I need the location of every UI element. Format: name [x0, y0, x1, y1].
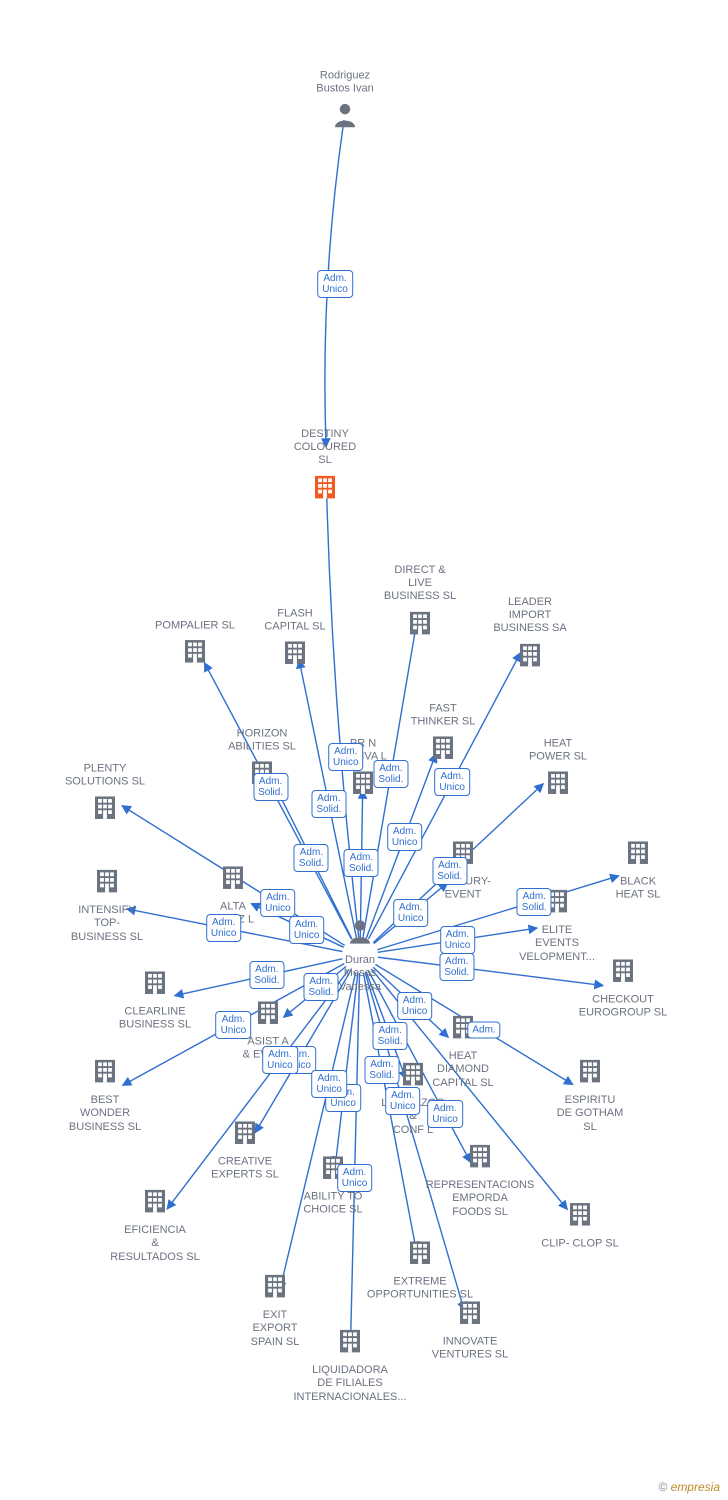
node-label: DESTINY COLOURED SL [265, 428, 385, 468]
node-flashcap[interactable]: FLASH CAPITAL SL [235, 608, 355, 673]
node-label: CLEARLINE BUSINESS SL [95, 1006, 215, 1032]
node-fastthink[interactable]: FAST THINKER SL [383, 703, 503, 768]
edge-label: Adm. Unico [216, 1011, 252, 1039]
edge-label: Adm. Unico [337, 1164, 373, 1192]
edge-label: Adm. Solid. [517, 888, 552, 916]
edge-label: Adm. Solid. [432, 857, 467, 885]
node-intensify[interactable]: INTENSIFY TOP- BUSINESS SL [47, 866, 167, 944]
edge-label: Adm. Solid. [253, 773, 288, 801]
building-icon [310, 472, 340, 506]
building-icon [253, 998, 283, 1032]
building-icon [335, 1326, 365, 1360]
node-label: BEST WONDER BUSINESS SL [45, 1094, 165, 1134]
edge-label: Adm. Solid. [304, 973, 339, 1001]
edge-label: Adm. Unico [289, 916, 325, 944]
building-icon [405, 608, 435, 642]
edge-label: Adm. Solid. [249, 961, 284, 989]
edge-label: Adm. Unico [317, 270, 353, 298]
edge-label: Adm. Solid. [439, 953, 474, 981]
node-label: HEAT POWER SL [498, 738, 618, 764]
building-icon [140, 968, 170, 1002]
node-clipclop[interactable]: CLIP- CLOP SL [520, 1199, 640, 1250]
brand-name: empresia [671, 1480, 720, 1494]
edge-label: Adm. Unico [440, 926, 476, 954]
edge-label: Adm. Unico [262, 1046, 298, 1074]
node-extreme[interactable]: EXTREME OPPORTUNITIES SL [360, 1238, 480, 1303]
edge-label: Adm. Unico [427, 1100, 463, 1128]
building-icon [608, 956, 638, 990]
node-label: CLIP- CLOP SL [520, 1238, 640, 1251]
node-checkout[interactable]: CHECKOUT EUROGROUP SL [563, 956, 683, 1021]
building-icon [230, 1118, 260, 1152]
person-icon [330, 100, 360, 134]
building-icon [180, 637, 210, 671]
node-label: EFICIENCIA & RESULTADOS SL [95, 1224, 215, 1264]
node-elite[interactable]: ELITE EVENTS VELOPMENT... [497, 886, 617, 964]
node-espiritu[interactable]: ESPIRITU DE GOTHAM SL [530, 1056, 650, 1134]
building-icon [405, 1238, 435, 1272]
node-liquidad[interactable]: LIQUIDADORA DE FILIALES INTERNACIONALES.… [290, 1326, 410, 1404]
node-leaderimp[interactable]: LEADER IMPORT BUSINESS SA [470, 596, 590, 674]
node-label: PLENTY SOLUTIONS SL [45, 763, 165, 789]
building-icon [455, 1298, 485, 1332]
edge-label: Adm. Unico [387, 823, 423, 851]
building-icon [90, 793, 120, 827]
edge-label: Adm. Solid. [344, 849, 379, 877]
edge-label: Adm. Unico [397, 992, 433, 1020]
edge-label: Adm. Solid. [373, 1022, 408, 1050]
node-label: DIRECT & LIVE BUSINESS SL [360, 564, 480, 604]
building-icon [218, 863, 248, 897]
building-icon [515, 640, 545, 674]
node-clearline[interactable]: CLEARLINE BUSINESS SL [95, 968, 215, 1033]
edge-label: Adm. Unico [393, 899, 429, 927]
building-icon [280, 638, 310, 672]
node-label: Rodriguez Bustos Ivan [285, 70, 405, 96]
node-label: CHECKOUT EUROGROUP SL [563, 994, 683, 1020]
node-bestwonder[interactable]: BEST WONDER BUSINESS SL [45, 1056, 165, 1134]
building-icon [260, 1271, 290, 1305]
edge-label: Adm. Unico [206, 914, 242, 942]
node-label: ABILITY TO CHOICE SL [273, 1191, 393, 1217]
node-innovate[interactable]: INNOVATE VENTURES SL [410, 1298, 530, 1363]
node-ability[interactable]: ABILITY TO CHOICE SL [273, 1153, 393, 1218]
node-rodriguez[interactable]: Rodriguez Bustos Ivan [285, 70, 405, 135]
node-label: LEADER IMPORT BUSINESS SA [470, 596, 590, 636]
building-icon [565, 1199, 595, 1233]
edge-label: Adm. Unico [260, 889, 296, 917]
building-icon [90, 1056, 120, 1090]
node-label: INNOVATE VENTURES SL [410, 1336, 530, 1362]
edge-label: Adm. Unico [385, 1087, 421, 1115]
building-icon [140, 1186, 170, 1220]
edge-label: Adm. Solid. [311, 790, 346, 818]
building-icon [623, 838, 653, 872]
node-eficiencia[interactable]: EFICIENCIA & RESULTADOS SL [95, 1186, 215, 1264]
edge-label: Adm. Unico [434, 768, 470, 796]
building-icon [575, 1056, 605, 1090]
node-label: INTENSIFY TOP- BUSINESS SL [47, 904, 167, 944]
building-icon [92, 866, 122, 900]
node-label: LIQUIDADORA DE FILIALES INTERNACIONALES.… [290, 1364, 410, 1404]
person-icon [345, 916, 375, 950]
node-plenty[interactable]: PLENTY SOLUTIONS SL [45, 763, 165, 828]
node-label: FAST THINKER SL [383, 703, 503, 729]
building-icon [543, 768, 573, 802]
edge-label: Adm. Solid. [294, 844, 329, 872]
edge-label: Adm. Solid. [364, 1056, 399, 1084]
building-icon [465, 1141, 495, 1175]
footer: © empresia [658, 1480, 720, 1494]
node-destiny[interactable]: DESTINY COLOURED SL [265, 428, 385, 506]
edge-label: Adm. Unico [328, 743, 364, 771]
node-label: FLASH CAPITAL SL [235, 608, 355, 634]
node-directlive[interactable]: DIRECT & LIVE BUSINESS SL [360, 564, 480, 642]
node-heatpower[interactable]: HEAT POWER SL [498, 738, 618, 803]
node-label: ESPIRITU DE GOTHAM SL [530, 1094, 650, 1134]
edge-label: Adm. [467, 1022, 500, 1039]
building-icon [428, 733, 458, 767]
edge-label: Adm. Unico [311, 1070, 347, 1098]
edge-label: Adm. Solid. [373, 760, 408, 788]
copyright-symbol: © [658, 1480, 667, 1494]
